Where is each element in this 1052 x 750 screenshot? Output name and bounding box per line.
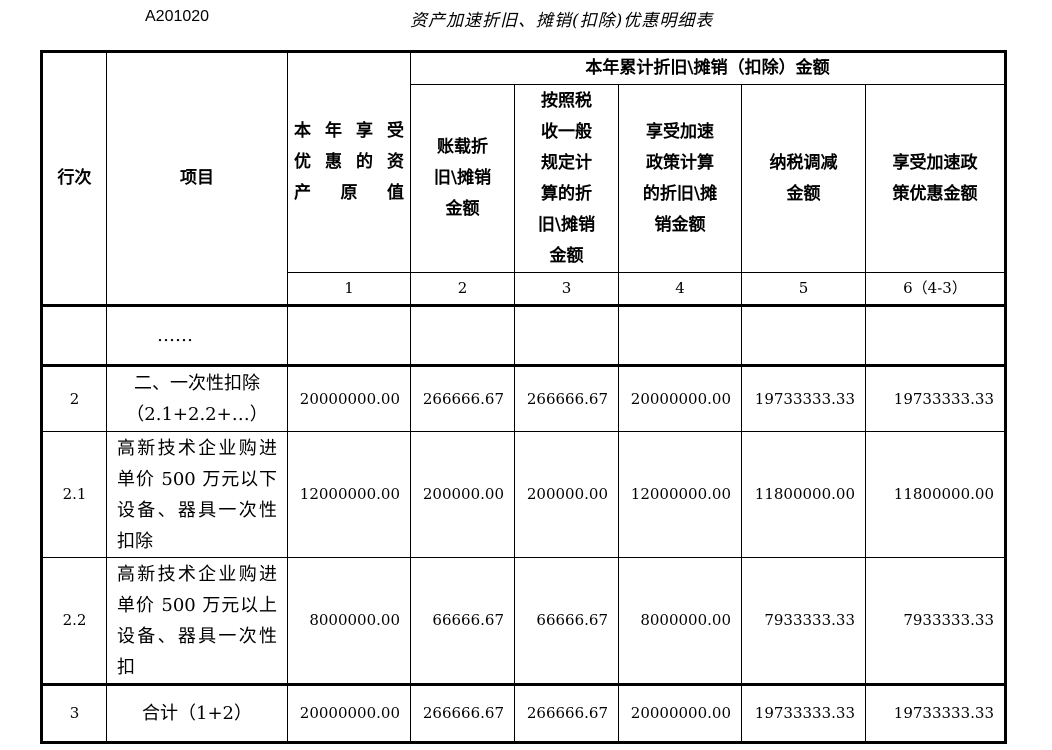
cell — [741, 304, 866, 366]
row-no — [41, 304, 107, 366]
cell: 19733333.33 — [741, 683, 866, 743]
table-row: …… — [41, 304, 1006, 366]
header-benefit: 享受加速政 策优惠金额 — [865, 84, 1006, 273]
row-no: 2 — [41, 364, 107, 432]
cell: 66666.67 — [410, 557, 515, 685]
cell: 20000000.00 — [618, 683, 742, 743]
cell: 12000000.00 — [287, 431, 411, 558]
cell: 11800000.00 — [741, 431, 866, 558]
row-item: 高新技术企业购进单价 500 万元以下设备、器具一次性扣除 — [106, 431, 288, 558]
table-row: 2 二、一次性扣除 （2.1+2.2+…） 20000000.00 266666… — [41, 364, 1006, 432]
row-item: 高新技术企业购进单价 500 万元以上设备、器具一次性扣 — [106, 557, 288, 685]
cell: 20000000.00 — [287, 683, 411, 743]
header-original-value: 本年享受 优惠的资 产原值 — [287, 51, 411, 273]
cell: 8000000.00 — [618, 557, 742, 685]
table-row: 3 合计（1+2） 20000000.00 266666.67 266666.6… — [41, 683, 1006, 743]
cell — [618, 304, 742, 366]
page-title: 资产加速折旧、摊销(扣除)优惠明细表 — [410, 11, 714, 31]
header-general: 按照税 收一般 规定计 算的折 旧\摊销 金额 — [514, 84, 619, 273]
cell: 20000000.00 — [287, 364, 411, 432]
cell: 266666.67 — [514, 364, 619, 432]
row-item: 合计（1+2） — [106, 683, 288, 743]
cell — [865, 304, 1006, 366]
cell — [514, 304, 619, 366]
row-item: …… — [106, 304, 288, 366]
cell: 20000000.00 — [618, 364, 742, 432]
col-number: 1 — [287, 272, 411, 306]
table-row: 2.1 高新技术企业购进单价 500 万元以下设备、器具一次性扣除 120000… — [41, 431, 1006, 558]
table-row: 2.2 高新技术企业购进单价 500 万元以上设备、器具一次性扣 8000000… — [41, 557, 1006, 685]
cell: 19733333.33 — [865, 683, 1006, 743]
col-number: 2 — [410, 272, 515, 306]
cell: 7933333.33 — [865, 557, 1006, 685]
row-no: 3 — [41, 683, 107, 743]
row-no: 2.1 — [41, 431, 107, 558]
cell — [287, 304, 411, 366]
header-accelerated: 享受加速 政策计算 的折旧\摊 销金额 — [618, 84, 742, 273]
cell: 266666.67 — [514, 683, 619, 743]
cell: 66666.67 — [514, 557, 619, 685]
col-number: 3 — [514, 272, 619, 306]
row-no: 2.2 — [41, 557, 107, 685]
cell: 200000.00 — [514, 431, 619, 558]
cell: 200000.00 — [410, 431, 515, 558]
cell: 8000000.00 — [287, 557, 411, 685]
col-number: 4 — [618, 272, 742, 306]
cell: 7933333.33 — [741, 557, 866, 685]
cell: 266666.67 — [410, 364, 515, 432]
cell: 11800000.00 — [865, 431, 1006, 558]
row-item: 二、一次性扣除 （2.1+2.2+…） — [106, 364, 288, 432]
header-tax-adjust: 纳税调减 金额 — [741, 84, 866, 273]
header-item: 项目 — [106, 51, 288, 306]
cell: 19733333.33 — [741, 364, 866, 432]
cell: 19733333.33 — [865, 364, 1006, 432]
col-number: 6（4-3） — [865, 272, 1006, 306]
col-number: 5 — [741, 272, 866, 306]
header-row-no: 行次 — [41, 51, 107, 306]
cell: 266666.67 — [410, 683, 515, 743]
form-code: A201020 — [145, 8, 210, 25]
cell — [410, 304, 515, 366]
cell: 12000000.00 — [618, 431, 742, 558]
header-group: 本年累计折旧\摊销（扣除）金额 — [410, 51, 1006, 85]
header-book: 账载折 旧\摊销 金额 — [410, 84, 515, 273]
depreciation-table: 行次 项目 本年享受 优惠的资 产原值 本年累计折旧\摊销（扣除）金额 账载折 … — [40, 50, 1007, 744]
